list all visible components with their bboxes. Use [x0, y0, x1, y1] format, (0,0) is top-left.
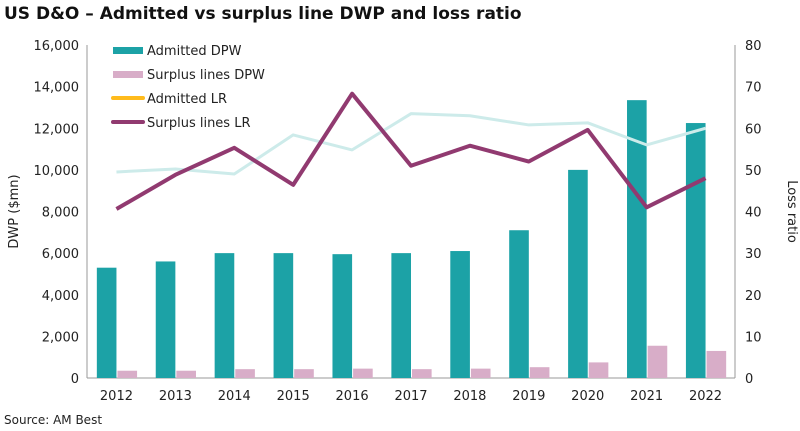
x-tick-label: 2019 [512, 389, 545, 404]
bar-admitted-dpw [568, 169, 588, 378]
legend-swatch [113, 47, 143, 54]
bar-surplus-lines-dpw [176, 370, 196, 378]
legend-label: Surplus lines LR [147, 116, 251, 131]
y2-tick-label: 20 [745, 289, 762, 304]
x-tick-label: 2016 [336, 389, 369, 404]
bar-admitted-dpw [685, 123, 706, 378]
bar-admitted-dpw [273, 253, 294, 378]
y2-tick-label: 10 [745, 330, 762, 345]
y-tick-label: 10,000 [34, 164, 80, 179]
y2-tick-label: 70 [745, 81, 762, 96]
bar-admitted-dpw [214, 253, 235, 378]
y-tick-label: 12,000 [34, 122, 80, 137]
bar-surplus-lines-dpw [294, 369, 314, 378]
y-tick-label: 16,000 [34, 39, 80, 54]
bar-admitted-dpw [391, 253, 411, 378]
y2-tick-label: 0 [745, 372, 753, 387]
x-tick-label: 2014 [218, 389, 251, 404]
bar-surplus-lines-dpw [529, 367, 550, 378]
x-tick-label: 2022 [689, 389, 722, 404]
x-tick-label: 2017 [394, 389, 427, 404]
x-tick-label: 2018 [453, 389, 486, 404]
y-tick-label: 14,000 [34, 81, 80, 96]
y-tick-label: 4,000 [42, 289, 79, 304]
x-tick-label: 2021 [630, 389, 663, 404]
y-tick-label: 0 [71, 372, 79, 387]
legend-swatch [113, 71, 143, 78]
y2-tick-label: 50 [745, 164, 762, 179]
source-note: Source: AM Best [4, 413, 103, 427]
bar-admitted-dpw [509, 230, 529, 378]
bar-admitted-dpw [332, 254, 353, 378]
bar-surplus-lines-dpw [117, 370, 138, 378]
legend-label: Admitted DPW [147, 44, 242, 59]
line-admitted-lr [116, 112, 706, 176]
legend-label: Admitted LR [147, 92, 227, 107]
y-tick-label: 6,000 [42, 247, 79, 262]
y2-tick-label: 30 [745, 247, 762, 262]
bar-surplus-lines-dpw [412, 369, 432, 378]
bar-surplus-lines-dpw [353, 368, 373, 378]
bar-surplus-lines-dpw [235, 369, 255, 378]
bar-admitted-dpw [96, 267, 117, 378]
y2-tick-label: 40 [745, 206, 762, 221]
bar-surplus-lines-dpw [706, 350, 727, 378]
bar-surplus-lines-dpw [588, 362, 609, 378]
y2-axis-label: Loss ratio [784, 180, 799, 243]
x-tick-label: 2013 [159, 389, 192, 404]
y2-tick-label: 80 [745, 39, 762, 54]
bar-surplus-lines-dpw [470, 368, 491, 378]
y2-tick-label: 60 [745, 122, 762, 137]
x-tick-label: 2015 [277, 389, 310, 404]
bar-admitted-dpw [450, 251, 470, 378]
chart-title: US D&O – Admitted vs surplus line DWP an… [4, 4, 522, 24]
y-tick-label: 2,000 [42, 330, 79, 345]
line-surplus-lines-lr [115, 91, 707, 211]
legend-label: Surplus lines DPW [147, 68, 265, 83]
y-axis-label: DWP ($mn) [7, 174, 22, 248]
x-tick-label: 2020 [571, 389, 604, 404]
x-tick-label: 2012 [100, 389, 133, 404]
bar-surplus-lines-dpw [647, 345, 668, 378]
y-tick-label: 8,000 [42, 206, 79, 221]
bar-admitted-dpw [155, 261, 176, 378]
bar-admitted-dpw [627, 100, 647, 378]
